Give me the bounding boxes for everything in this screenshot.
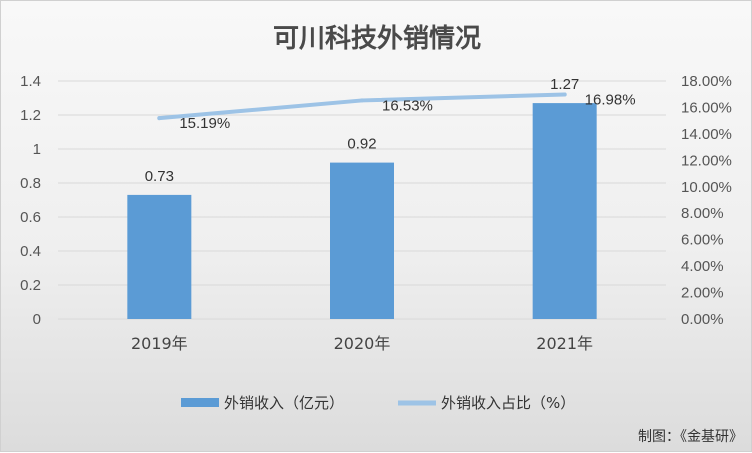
line-value-label: 16.98% xyxy=(585,91,636,108)
line-value-label: 15.19% xyxy=(179,115,230,132)
right-tick-label: 12.00% xyxy=(681,152,732,169)
right-tick-label: 2.00% xyxy=(681,285,724,302)
legend-label-bar: 外销收入（亿元） xyxy=(224,394,344,412)
line-value-label: 16.53% xyxy=(382,97,433,114)
left-tick-label: 0.4 xyxy=(20,243,41,260)
bar-value-label: 0.73 xyxy=(145,168,174,185)
right-tick-label: 14.00% xyxy=(681,126,732,143)
right-tick-label: 18.00% xyxy=(681,73,732,90)
left-axis: 0 0.2 0.4 0.6 0.8 1 1.2 1.4 xyxy=(20,73,41,328)
line-point xyxy=(157,116,162,121)
credit-text: 制图：《金基研》 xyxy=(638,428,743,445)
bars-layer xyxy=(127,103,597,319)
data-labels-layer: 0.73 0.92 1.27 15.19% 16.53% 16.98% xyxy=(145,76,636,185)
category-axis: 2019年 2020年 2021年 xyxy=(131,334,593,353)
left-tick-label: 0.6 xyxy=(20,209,41,226)
right-axis: 0.00% 2.00% 4.00% 6.00% 8.00% 10.00% 12.00% 14.… xyxy=(681,73,732,328)
bar xyxy=(330,162,394,319)
right-tick-label: 16.00% xyxy=(681,99,732,116)
left-tick-label: 0 xyxy=(33,311,41,328)
bar xyxy=(532,103,597,319)
line-point xyxy=(562,92,567,97)
right-tick-label: 8.00% xyxy=(681,205,724,222)
right-tick-label: 0.00% xyxy=(681,311,724,328)
bar-value-label: 0.92 xyxy=(347,136,376,153)
left-tick-label: 0.8 xyxy=(20,175,41,192)
right-tick-label: 10.00% xyxy=(681,179,732,196)
left-tick-label: 1 xyxy=(33,141,41,158)
legend-label-line: 外销收入占比（%） xyxy=(441,394,575,412)
line-point xyxy=(360,98,364,103)
line-layer xyxy=(157,92,567,121)
category-label: 2019年 xyxy=(131,334,188,353)
left-tick-label: 0.2 xyxy=(20,277,41,294)
bar xyxy=(127,194,192,319)
legend: 外销收入（亿元） 外销收入占比（%） xyxy=(181,394,575,412)
category-label: 2021年 xyxy=(536,334,593,353)
right-tick-label: 6.00% xyxy=(681,232,724,249)
bar-value-label: 1.27 xyxy=(550,76,579,93)
category-label: 2020年 xyxy=(334,334,391,353)
legend-swatch-bar xyxy=(181,398,219,407)
left-tick-label: 1.2 xyxy=(20,107,41,124)
chart-title: 可川科技外销情况 xyxy=(273,24,481,54)
left-tick-label: 1.4 xyxy=(20,73,41,90)
right-tick-label: 4.00% xyxy=(681,258,724,275)
